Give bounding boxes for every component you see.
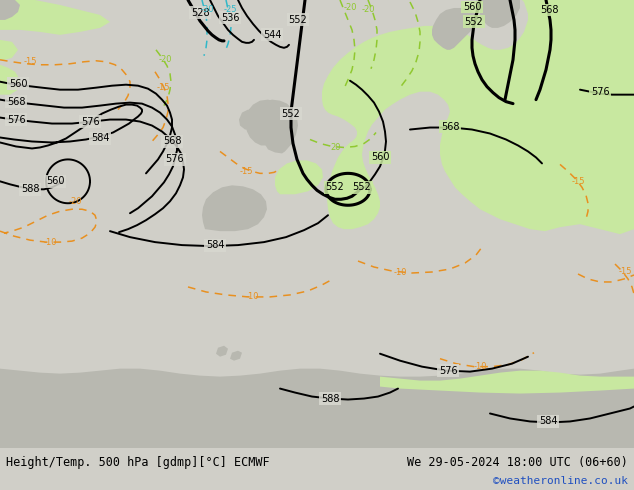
Text: 576: 576 [7, 115, 25, 124]
Text: 544: 544 [262, 30, 281, 40]
Text: 576: 576 [165, 154, 184, 165]
Polygon shape [310, 0, 634, 234]
Text: -15: -15 [618, 267, 631, 275]
Text: -20: -20 [361, 5, 375, 15]
Text: 584: 584 [539, 416, 557, 426]
Polygon shape [216, 346, 228, 357]
Text: 528: 528 [191, 8, 209, 18]
Text: 576: 576 [591, 87, 609, 97]
Text: -10: -10 [43, 238, 57, 246]
Text: 568: 568 [7, 97, 25, 107]
Text: -15: -15 [156, 83, 170, 92]
Polygon shape [380, 370, 634, 393]
Text: -25: -25 [223, 5, 236, 15]
Text: 584: 584 [206, 240, 224, 250]
Text: 552: 552 [353, 182, 372, 192]
Text: 552: 552 [326, 182, 344, 192]
Text: 20: 20 [331, 143, 341, 152]
Text: -15: -15 [23, 57, 37, 66]
Text: 536: 536 [221, 13, 239, 23]
Polygon shape [202, 185, 267, 231]
Text: 568: 568 [441, 122, 459, 131]
Text: 588: 588 [21, 184, 39, 195]
Text: 552: 552 [281, 109, 301, 119]
Polygon shape [245, 99, 284, 146]
Polygon shape [0, 368, 634, 448]
Text: 560: 560 [46, 176, 64, 186]
Polygon shape [239, 110, 257, 129]
Text: -20: -20 [158, 55, 172, 64]
Text: 588: 588 [321, 393, 339, 404]
Text: 568: 568 [163, 137, 181, 147]
Text: 552: 552 [465, 17, 483, 27]
Text: -10: -10 [245, 293, 259, 301]
Text: 552: 552 [288, 15, 307, 25]
Polygon shape [0, 65, 20, 95]
Text: -10: -10 [473, 362, 487, 371]
Polygon shape [0, 40, 18, 60]
Text: -20: -20 [343, 3, 357, 12]
Text: 560: 560 [371, 152, 389, 162]
Polygon shape [265, 99, 298, 153]
Polygon shape [275, 160, 323, 194]
Polygon shape [0, 0, 20, 20]
Text: Height/Temp. 500 hPa [gdmp][°C] ECMWF: Height/Temp. 500 hPa [gdmp][°C] ECMWF [6, 456, 269, 469]
Polygon shape [0, 0, 110, 35]
Polygon shape [420, 0, 520, 50]
Text: 576: 576 [439, 366, 457, 376]
Text: 560: 560 [9, 79, 27, 89]
Text: 584: 584 [91, 133, 109, 144]
Text: 576: 576 [81, 117, 100, 126]
Text: 560: 560 [463, 2, 481, 12]
Text: -15: -15 [239, 167, 253, 176]
Text: -10: -10 [393, 269, 407, 277]
Text: -20: -20 [68, 197, 82, 206]
Text: -15: -15 [571, 177, 585, 186]
Text: ©weatheronline.co.uk: ©weatheronline.co.uk [493, 476, 628, 486]
Text: 568: 568 [540, 5, 559, 15]
Text: -30: -30 [200, 5, 214, 15]
Polygon shape [230, 351, 242, 361]
Text: We 29-05-2024 18:00 UTC (06+60): We 29-05-2024 18:00 UTC (06+60) [407, 456, 628, 469]
